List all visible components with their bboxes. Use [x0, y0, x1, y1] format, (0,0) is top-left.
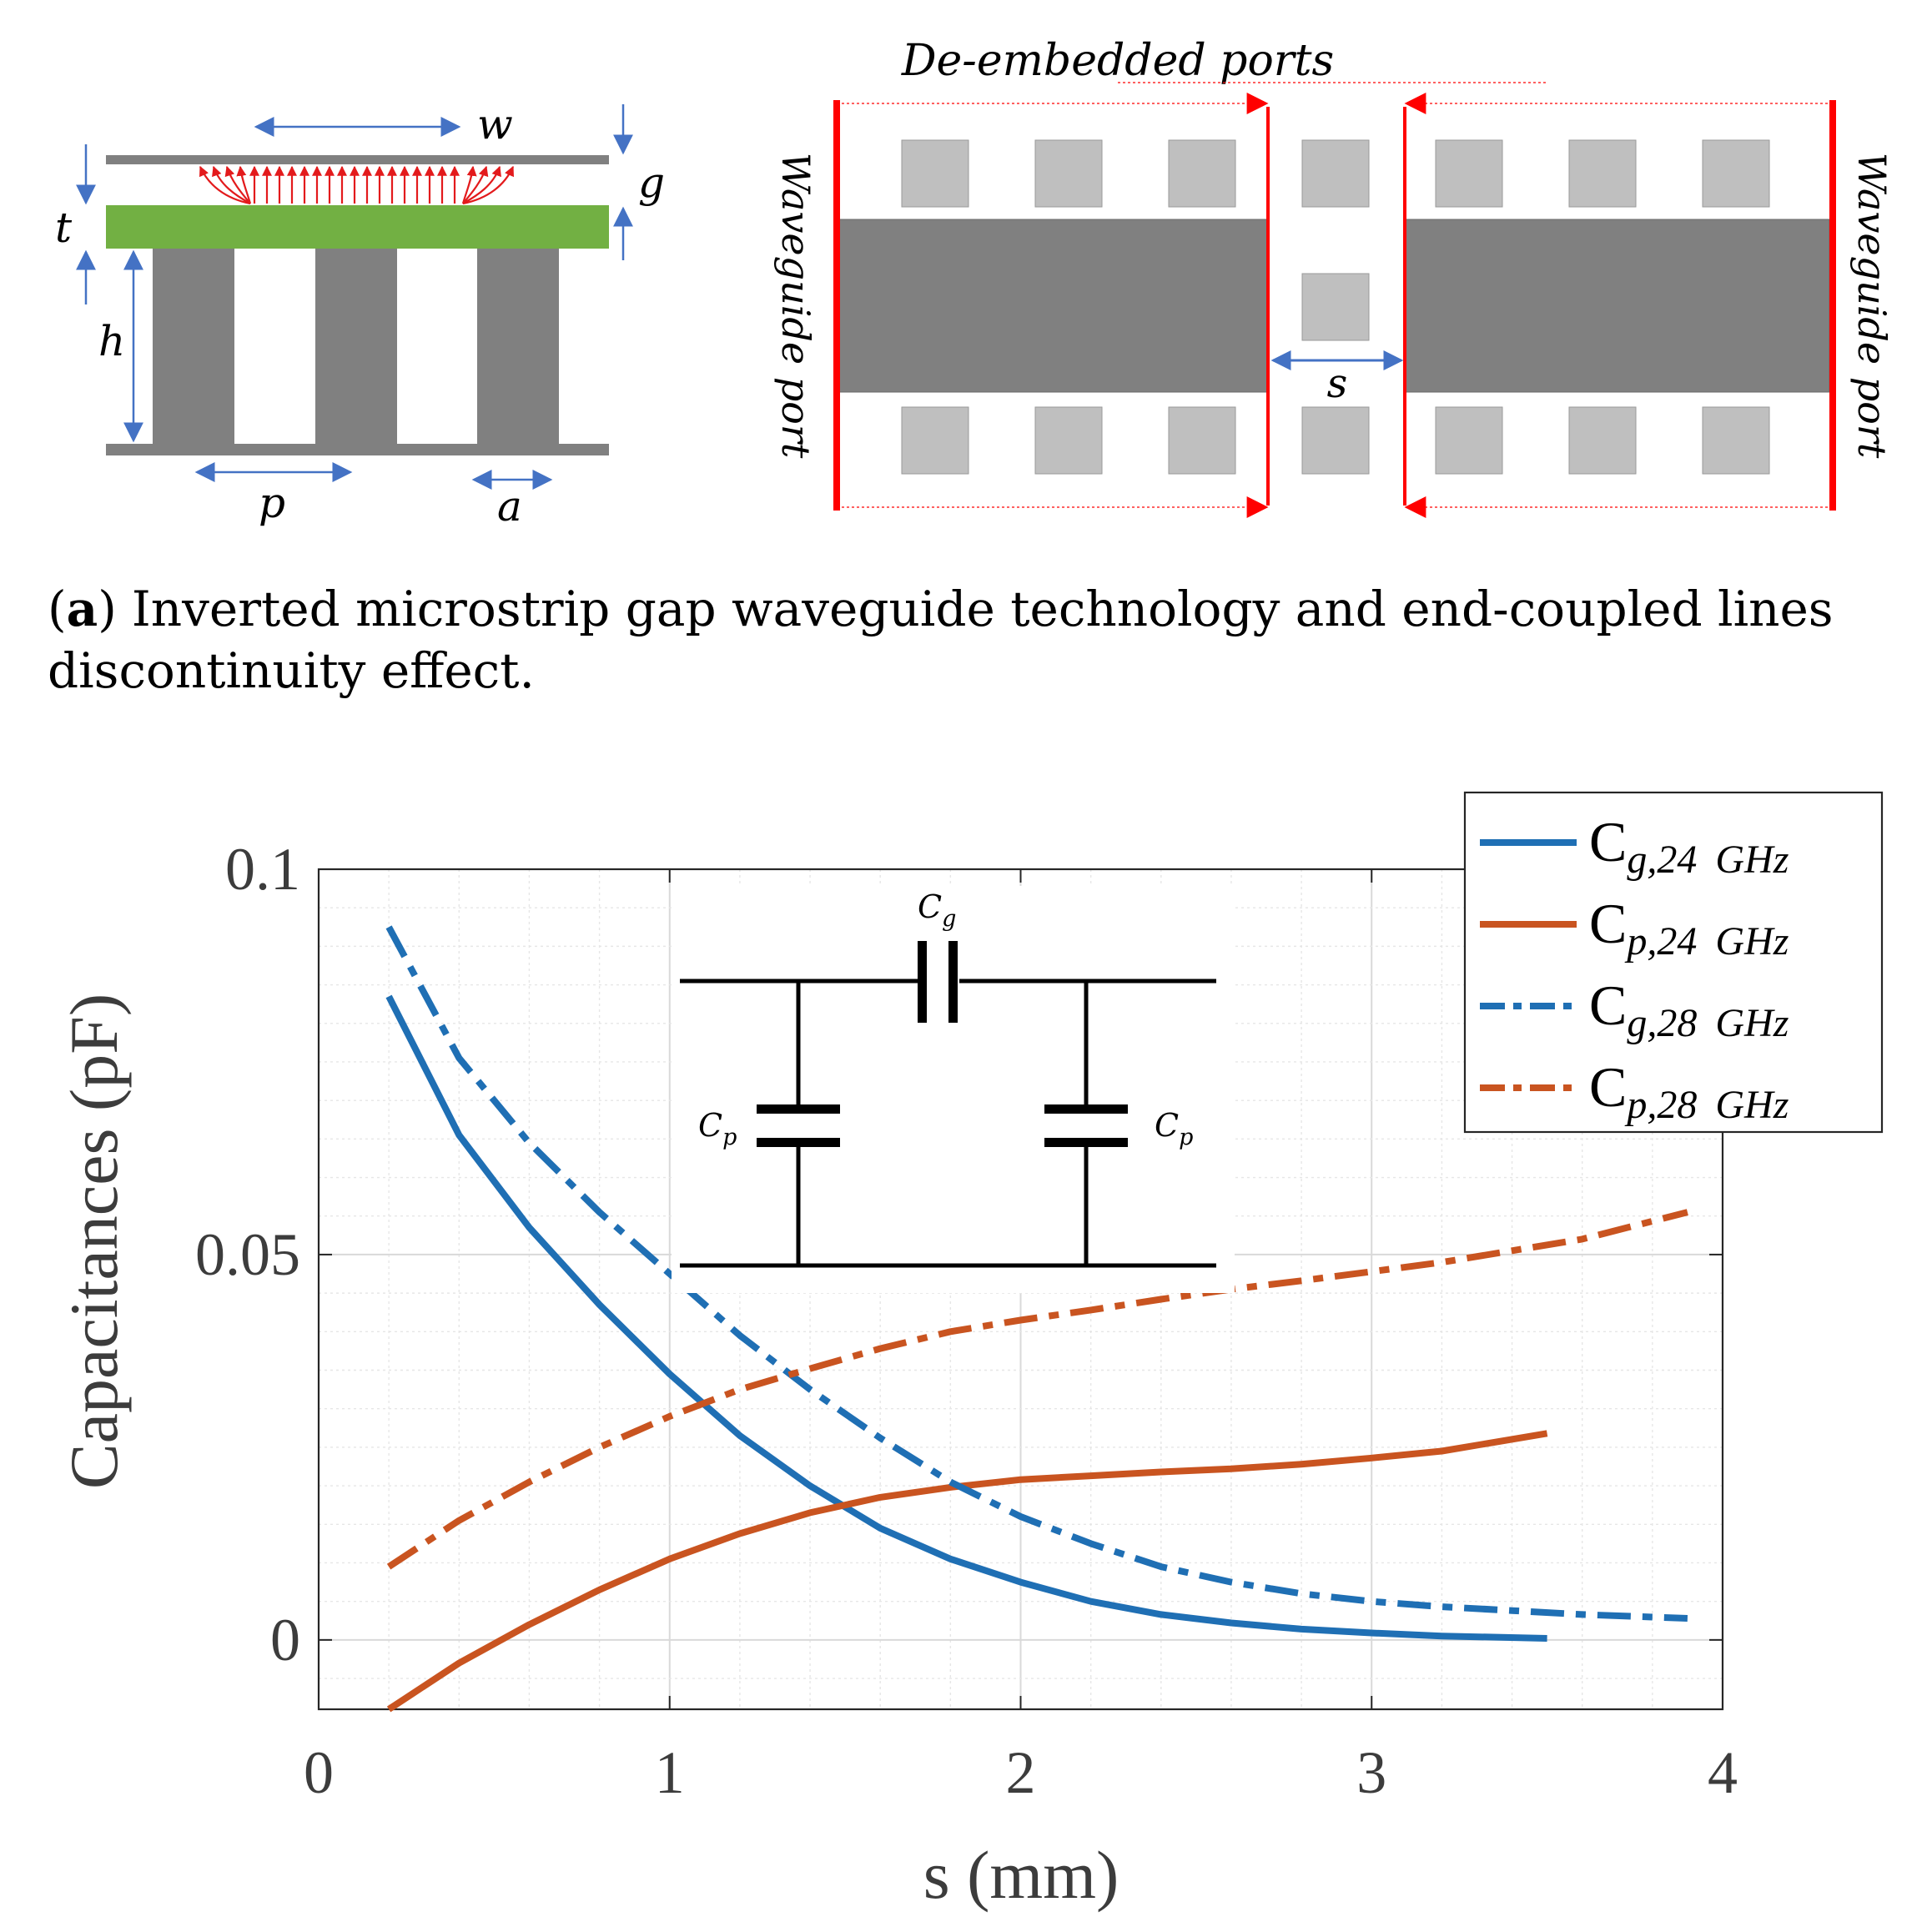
- cross-section-diagram: w g t h p a: [55, 100, 665, 531]
- y-tick-label: 0.05: [195, 1221, 300, 1288]
- x-tick-label: 3: [1356, 1739, 1386, 1806]
- figure-caption: (a) Inverted microstrip gap waveguide tec…: [48, 581, 1834, 699]
- y-tick-label: 0.1: [225, 836, 300, 903]
- ground-pin: [1168, 406, 1236, 475]
- inset-label-cp-left: Cp: [698, 1107, 737, 1150]
- gap-s-label: s: [1327, 360, 1348, 407]
- svg-text:(a)Inverted microstrip gap wav: (a) Inverted microstrip gap waveguide tec…: [48, 581, 1834, 637]
- axis-ticks: 0 1 2 3 4 0 0.05 0.1: [195, 836, 1738, 1806]
- label-w: w: [477, 100, 513, 148]
- label-g: g: [638, 158, 665, 207]
- legend-entry-2: Cp,24 GHz: [1589, 892, 1789, 964]
- capacitor-cp-left-plate-bottom: [757, 1138, 840, 1147]
- x-tick-label: 1: [655, 1739, 685, 1806]
- waveguide-port-right-label: Waveguide port: [1849, 153, 1894, 459]
- y-axis-label: Capacitances (pF): [56, 994, 132, 1489]
- ground-pin: [1702, 406, 1770, 475]
- ground-pin: [1435, 406, 1503, 475]
- capacitor-cg-plate-left: [918, 941, 927, 1023]
- legend-entry-3: Cg,28 GHz: [1589, 974, 1789, 1045]
- ground-pin: [1568, 406, 1637, 475]
- ground-pin: [1168, 139, 1236, 208]
- series-line-4: [386, 1209, 1688, 1570]
- capacitor-cp-right-plate-bottom: [1044, 1138, 1128, 1147]
- legend-entry-4: Cp,28 GHz: [1589, 1055, 1789, 1127]
- x-axis-label: s (mm): [923, 1837, 1119, 1913]
- ground-pin: [1034, 406, 1103, 475]
- equivalent-circuit-inset: [672, 886, 1235, 1293]
- inset-label-cp-right: Cp: [1155, 1107, 1193, 1150]
- chart-legend: Cg,24 GHz Cp,24 GHz Cg,28 GHz Cp,28 GHz: [1463, 791, 1884, 1134]
- capacitor-cg-plate-right: [948, 941, 958, 1023]
- legend-entry-1: Cg,24 GHz: [1589, 810, 1789, 882]
- substrate-layer: [106, 205, 609, 249]
- y-tick-label: 0: [270, 1607, 300, 1673]
- ground-pin: [1435, 139, 1503, 208]
- bed-of-nails-pin: [315, 249, 397, 444]
- bed-of-nails-pin: [477, 249, 559, 444]
- legend-box: [1463, 791, 1884, 1134]
- capacitor-cp-right-plate-top: [1044, 1104, 1128, 1114]
- series-line-3: [385, 925, 1688, 1622]
- capacitance-chart: 0 1 2 3 400.050.1 Cg Cp Cp C: [56, 791, 1884, 1913]
- ground-pin: [1568, 139, 1637, 208]
- x-tick-label: 2: [1006, 1739, 1036, 1806]
- label-h: h: [98, 317, 125, 365]
- data-series: [385, 925, 1688, 1713]
- ground-pin: [1702, 139, 1770, 208]
- top-metal-plate: [106, 155, 609, 164]
- x-tick-label: 4: [1708, 1739, 1738, 1806]
- series-line-1: [385, 994, 1547, 1642]
- ground-pin: [901, 139, 969, 208]
- plot-frame: [317, 868, 1724, 1711]
- caption-text-line2: discontinuity effect.: [48, 642, 535, 699]
- end-coupled-lines-diagram: De-embedded ports s: [773, 36, 1894, 518]
- label-t: t: [55, 204, 73, 252]
- x-tick-label: 0: [304, 1739, 334, 1806]
- capacitor-cp-left-plate-top: [757, 1104, 840, 1114]
- label-p: p: [259, 479, 285, 527]
- inset-label-cg: Cg: [918, 888, 956, 932]
- ground-plane: [106, 444, 609, 455]
- series-line-2: [386, 1430, 1548, 1713]
- waveguide-port-left-label: Waveguide port: [773, 153, 818, 459]
- caption-tag-letter: a: [67, 581, 98, 637]
- field-lines: [199, 165, 515, 205]
- ground-pin: [901, 406, 969, 475]
- ground-pin: [1301, 406, 1370, 475]
- bed-of-nails-pin: [153, 249, 234, 444]
- ground-pin: [1034, 139, 1103, 208]
- microstrip-line-right: [1404, 219, 1830, 393]
- caption-text-line1: Inverted microstrip gap waveguide techno…: [132, 581, 1834, 637]
- ground-pin: [1301, 273, 1370, 341]
- de-embedded-ports-label: De-embedded ports: [901, 36, 1334, 86]
- label-a: a: [497, 482, 522, 531]
- microstrip-line-left: [838, 219, 1269, 393]
- ground-pin: [1301, 139, 1370, 208]
